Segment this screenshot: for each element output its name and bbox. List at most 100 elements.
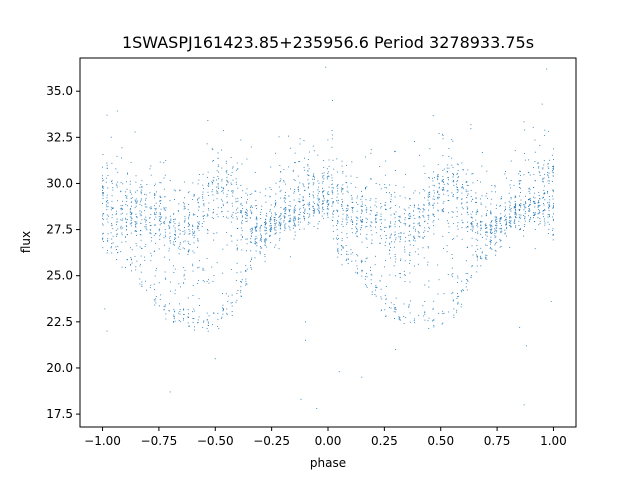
data-point	[102, 202, 103, 204]
data-point	[112, 187, 114, 189]
data-point	[139, 201, 141, 203]
data-point	[173, 213, 175, 215]
data-point	[361, 201, 363, 203]
data-point	[294, 222, 295, 224]
data-point	[302, 207, 304, 209]
data-point	[115, 183, 117, 185]
data-point	[476, 180, 478, 181]
data-point	[424, 311, 426, 313]
data-point	[321, 215, 323, 217]
data-point	[327, 193, 329, 195]
data-point	[457, 277, 459, 279]
data-point	[144, 259, 146, 261]
data-point	[280, 223, 282, 225]
data-point	[389, 227, 391, 229]
data-point	[115, 214, 117, 215]
data-point	[309, 215, 311, 217]
data-point	[207, 119, 209, 121]
data-point	[246, 243, 248, 245]
data-point	[409, 216, 411, 218]
data-point	[341, 223, 343, 225]
data-point	[154, 183, 156, 185]
data-point	[293, 209, 295, 211]
data-point	[194, 214, 196, 216]
data-point	[419, 216, 421, 218]
data-point	[338, 252, 339, 254]
data-point	[546, 68, 548, 70]
data-point	[153, 234, 155, 236]
data-point	[265, 223, 267, 225]
data-point	[130, 263, 132, 265]
data-point	[394, 261, 396, 263]
data-point	[264, 224, 266, 226]
data-point	[510, 210, 512, 212]
data-point	[177, 225, 179, 227]
data-point	[470, 124, 472, 126]
data-point	[394, 170, 396, 171]
data-point	[240, 281, 242, 283]
data-point	[318, 191, 320, 193]
data-point	[178, 245, 180, 247]
data-point	[451, 274, 453, 276]
data-point	[384, 174, 386, 176]
data-point	[447, 200, 449, 201]
data-point	[413, 227, 414, 229]
data-point	[490, 213, 492, 215]
data-point	[174, 316, 175, 318]
data-point	[501, 217, 502, 219]
data-point	[251, 206, 253, 208]
data-point	[283, 208, 285, 210]
data-point	[231, 184, 233, 186]
data-point	[126, 197, 128, 199]
data-point	[375, 289, 376, 291]
data-point	[207, 321, 209, 323]
data-point	[266, 246, 268, 248]
data-point	[327, 212, 329, 214]
data-point	[544, 192, 546, 194]
data-point	[300, 398, 302, 400]
data-point	[433, 213, 435, 215]
data-point	[222, 293, 224, 294]
data-point	[461, 198, 463, 200]
data-point	[318, 182, 320, 184]
data-point	[451, 139, 453, 141]
data-point	[299, 209, 300, 211]
data-point	[413, 244, 415, 246]
data-point	[398, 273, 400, 275]
data-point	[217, 183, 219, 184]
data-point	[323, 196, 324, 198]
data-point	[357, 255, 359, 257]
data-point	[285, 207, 287, 209]
data-point	[165, 277, 166, 279]
data-point	[134, 226, 136, 228]
data-point	[481, 195, 483, 197]
data-point	[222, 310, 224, 312]
data-point	[356, 223, 358, 224]
data-point	[432, 115, 434, 117]
data-point	[375, 219, 376, 221]
data-point	[341, 189, 343, 190]
data-point	[346, 190, 348, 192]
data-point	[447, 171, 448, 173]
data-point	[284, 227, 286, 229]
data-point	[160, 218, 162, 220]
data-point	[271, 229, 272, 231]
data-point	[433, 207, 434, 209]
data-point	[187, 240, 189, 242]
data-point	[230, 156, 232, 158]
data-point	[542, 216, 544, 218]
data-point	[236, 162, 238, 164]
data-point	[131, 218, 132, 220]
data-point	[198, 174, 200, 175]
data-point	[380, 215, 382, 217]
data-point	[280, 207, 282, 209]
data-point	[160, 233, 161, 235]
data-point	[379, 235, 381, 237]
data-point	[357, 195, 359, 197]
data-point	[259, 253, 261, 255]
data-point	[424, 209, 426, 211]
data-point	[213, 312, 215, 314]
data-point	[336, 158, 338, 160]
data-point	[197, 226, 199, 228]
data-point	[524, 220, 526, 222]
